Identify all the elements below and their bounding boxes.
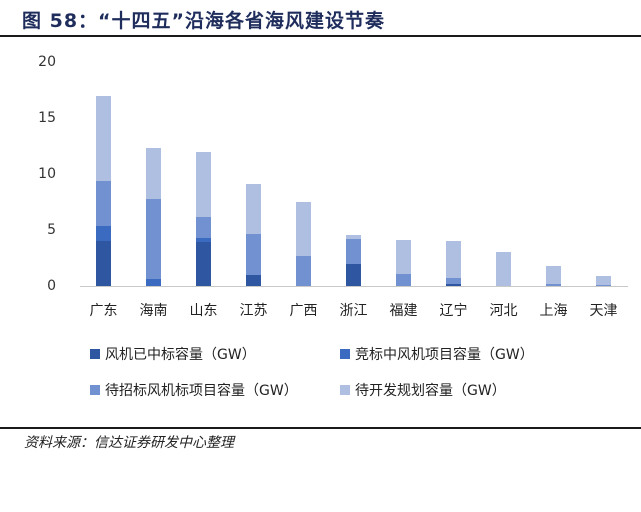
legend-item-bidding: 竞标中风机项目容量（GW） bbox=[340, 344, 534, 364]
x-tick-label: 河北 bbox=[489, 303, 518, 319]
legend-label: 待招标风机标项目容量（GW） bbox=[105, 383, 298, 399]
bar-stack bbox=[496, 252, 511, 286]
bar-segment bbox=[96, 180, 111, 226]
bar-segment bbox=[546, 283, 561, 286]
legend-label: 竞标中风机项目容量（GW） bbox=[355, 347, 534, 363]
bar-stack bbox=[146, 148, 161, 286]
legend-swatch-to-tender bbox=[90, 385, 100, 395]
x-tick-label: 辽宁 bbox=[439, 303, 468, 319]
x-tick-label: 上海 bbox=[539, 303, 568, 319]
bar-segment bbox=[596, 275, 611, 285]
chart-title: 图 58：“十四五”沿海各省海风建设节奏 bbox=[22, 10, 386, 32]
source-rule bbox=[0, 427, 641, 429]
bar-stack bbox=[346, 234, 361, 286]
bar-segment bbox=[196, 216, 211, 238]
y-tick-label: 0 bbox=[47, 278, 56, 294]
legend-swatch-won bbox=[90, 349, 100, 359]
legend-swatch-planned bbox=[340, 385, 350, 395]
bar-segment bbox=[246, 234, 261, 275]
bar-segment bbox=[596, 284, 611, 286]
title-rule bbox=[0, 35, 641, 37]
legend-label: 风机已中标容量（GW） bbox=[105, 347, 256, 363]
plot-area: 0 5 10 15 20 广东 海南 山东 江苏 广西 浙江 福建 辽宁 河北 上海 天津 bbox=[38, 54, 628, 319]
bar-segment bbox=[446, 283, 461, 286]
bar-segment bbox=[546, 265, 561, 284]
bar-segment bbox=[446, 278, 461, 284]
x-tick-label: 广西 bbox=[289, 303, 318, 319]
bar-segment bbox=[396, 240, 411, 274]
bar-segment bbox=[96, 225, 111, 242]
x-axis-line bbox=[80, 286, 628, 287]
bar-stack bbox=[96, 95, 111, 286]
bar-segment bbox=[96, 241, 111, 286]
bar-segment bbox=[396, 273, 411, 286]
bar-segment bbox=[146, 279, 161, 286]
bar-segment bbox=[246, 184, 261, 235]
x-tick-label: 山东 bbox=[189, 303, 218, 319]
bar-segment bbox=[346, 238, 361, 264]
legend-item-planned: 待开发规划容量（GW） bbox=[340, 380, 506, 400]
source-note: 资料来源：信达证券研发中心整理 bbox=[24, 435, 234, 451]
bar-segment bbox=[246, 274, 261, 286]
bar-stack bbox=[296, 202, 311, 286]
bar-stack bbox=[196, 151, 211, 286]
bar-segment bbox=[346, 234, 361, 239]
x-tick-label: 浙江 bbox=[339, 303, 368, 319]
y-tick-label: 15 bbox=[38, 110, 56, 126]
bar-segment bbox=[196, 151, 211, 217]
bar-segment bbox=[446, 241, 461, 279]
y-tick-label: 5 bbox=[47, 222, 56, 238]
legend-item-to-tender: 待招标风机标项目容量（GW） bbox=[90, 380, 298, 400]
bar-segment bbox=[346, 263, 361, 286]
y-tick-label: 10 bbox=[38, 166, 56, 182]
bar-stack bbox=[446, 241, 461, 286]
bar-segment bbox=[496, 252, 511, 286]
bar-segment bbox=[296, 255, 311, 286]
legend-item-won: 风机已中标容量（GW） bbox=[90, 344, 256, 364]
x-tick-label: 天津 bbox=[589, 303, 618, 319]
bar-stack bbox=[546, 265, 561, 286]
bar-segment bbox=[196, 237, 211, 243]
bar-segment bbox=[146, 148, 161, 199]
x-tick-label: 海南 bbox=[139, 303, 168, 319]
x-tick-label: 福建 bbox=[389, 303, 418, 319]
bar-stack bbox=[246, 184, 261, 286]
bar-segment bbox=[196, 242, 211, 286]
bar-stack bbox=[596, 275, 611, 286]
bar-segment bbox=[96, 95, 111, 181]
bar-segment bbox=[296, 202, 311, 256]
y-tick-label: 20 bbox=[38, 54, 56, 70]
x-tick-label: 江苏 bbox=[239, 303, 268, 319]
x-tick-label: 广东 bbox=[89, 303, 118, 319]
legend-swatch-bidding bbox=[340, 349, 350, 359]
bar-segment bbox=[146, 198, 161, 280]
legend-label: 待开发规划容量（GW） bbox=[355, 383, 506, 399]
bar-stack bbox=[396, 240, 411, 286]
